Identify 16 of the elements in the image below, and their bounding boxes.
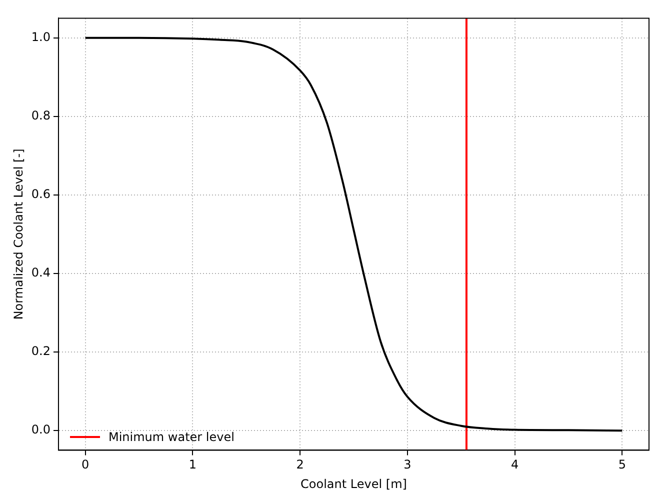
y-tick-label: 1.0	[31, 30, 50, 44]
x-axis-title: Coolant Level [m]	[300, 476, 407, 491]
y-tick-label: 0.0	[31, 422, 50, 437]
y-tick-label: 0.4	[31, 266, 50, 280]
x-tick-label: 2	[296, 458, 304, 472]
line-series	[84, 36, 624, 432]
x-tick-label: 3	[404, 458, 412, 472]
x-tick-label: 1	[188, 458, 197, 472]
legend-label: Minimum water level	[108, 429, 234, 446]
x-tick-label: 4	[510, 458, 519, 472]
x-tick-label: 0	[82, 458, 90, 472]
y-tick-label: 0.2	[31, 344, 50, 358]
x-tick-label: 5	[618, 458, 626, 472]
y-tick-label: 0.6	[31, 187, 50, 202]
y-axis-title: Normalized Coolant Level [-]	[11, 148, 26, 320]
y-tick-label: 0.8	[31, 108, 50, 123]
